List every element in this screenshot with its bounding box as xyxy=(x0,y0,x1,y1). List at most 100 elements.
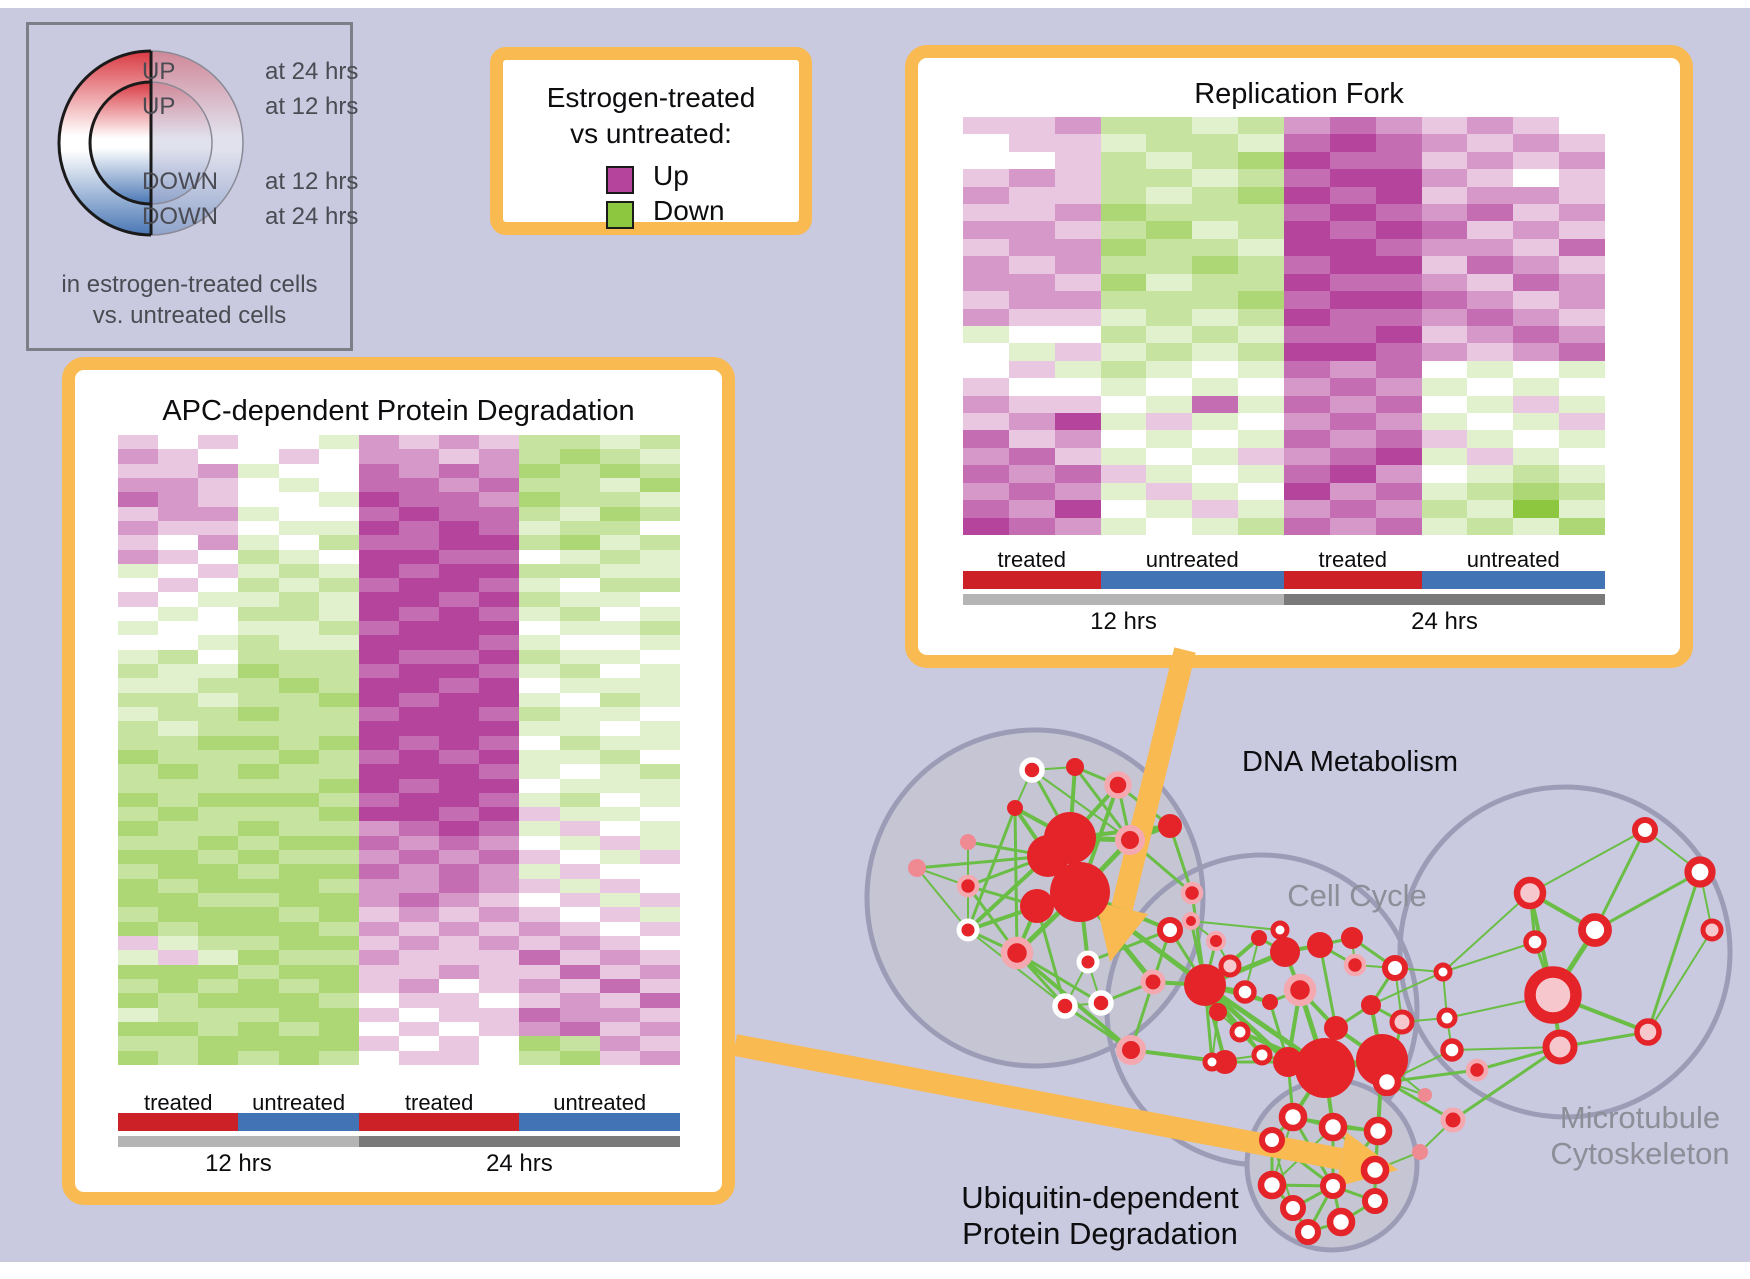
heatmap-cell xyxy=(1467,117,1514,135)
heatmap-cell xyxy=(1329,343,1376,361)
heatmap-cell xyxy=(1513,134,1560,152)
heatmap-cell xyxy=(1008,430,1055,448)
heatmap-cell xyxy=(1375,465,1422,483)
heatmap-cell xyxy=(198,721,239,736)
heatmap-cell xyxy=(1421,134,1468,152)
heatmap-cell xyxy=(318,735,359,750)
heatmap-cell xyxy=(118,535,159,550)
heatmap-cell xyxy=(1467,500,1514,518)
heatmap-cell xyxy=(519,893,560,908)
heatmap-cell xyxy=(238,678,279,693)
heatmap-cell xyxy=(1467,447,1514,466)
heatmap-cell xyxy=(278,979,319,994)
heatmap-cell xyxy=(1375,291,1422,309)
heatmap-cell xyxy=(1284,151,1330,170)
heatmap-cell xyxy=(1513,447,1560,466)
heatmap-cell xyxy=(1054,360,1101,379)
heatmap-cell xyxy=(1054,238,1101,257)
heatmap-cell xyxy=(1192,430,1239,448)
heatmap-cell xyxy=(398,535,440,550)
heatmap-cell xyxy=(559,807,600,822)
heatmap-cell xyxy=(318,921,359,937)
heatmap-cell xyxy=(358,950,399,965)
heatmap-cell xyxy=(238,964,279,980)
heatmap-cell xyxy=(599,907,640,922)
heatmap-cell xyxy=(1238,204,1284,222)
heatmap-cell xyxy=(963,151,1009,170)
heatmap-cell xyxy=(1284,360,1330,379)
heatmap-cell xyxy=(398,964,440,980)
heatmap-cell xyxy=(1284,465,1330,483)
heatmap-cell xyxy=(1559,134,1605,152)
ring-legend-caption-1: in estrogen-treated cells xyxy=(61,271,318,298)
heatmap-cell xyxy=(1513,291,1560,309)
heatmap-cell xyxy=(238,706,279,722)
heatmap-cell xyxy=(398,621,440,636)
heatmap-cell xyxy=(158,721,199,736)
heatmap-cell xyxy=(1284,500,1330,518)
heatmap-cell xyxy=(278,621,319,636)
heatmap-cell xyxy=(118,621,159,636)
heatmap-cell xyxy=(198,792,239,808)
heatmap-cell xyxy=(559,563,600,579)
heatmap-cell xyxy=(198,878,239,894)
heatmap-cell xyxy=(519,621,560,636)
heatmap-cell xyxy=(358,979,399,994)
heatmap-cell xyxy=(479,649,520,664)
heatmap-cell xyxy=(559,692,600,707)
heatmap-cell xyxy=(1054,308,1101,326)
heatmap-cell xyxy=(1146,465,1193,483)
ring-row-up12-word: UP xyxy=(142,93,176,120)
heatmap-cell xyxy=(238,621,279,636)
heatmap-cell xyxy=(238,549,279,564)
heatmap-cell xyxy=(1100,395,1147,414)
heatmap-cell xyxy=(639,921,680,937)
heatmap-cell xyxy=(1375,117,1422,135)
heatmap-cell xyxy=(358,835,399,851)
heatmap-cell xyxy=(479,921,520,937)
heatmap-cell xyxy=(599,506,640,521)
heatmap-cell xyxy=(963,238,1009,257)
heatmap-cell xyxy=(439,449,480,464)
heatmap-cell xyxy=(358,435,399,450)
heatmap-cell xyxy=(358,721,399,736)
heatmap-cell xyxy=(963,482,1009,501)
heatmap-cell xyxy=(439,749,480,765)
heatmap-cell xyxy=(1513,325,1560,344)
heatmap-cell xyxy=(318,1050,359,1065)
heatmap-cell xyxy=(198,735,239,750)
heatmap-cell xyxy=(1559,117,1605,135)
heatmap-cell xyxy=(158,563,199,579)
heatmap-cell xyxy=(398,850,440,865)
heatmap-cell xyxy=(1467,413,1514,431)
heatmap-cell xyxy=(1192,395,1239,414)
heatmap-cell xyxy=(118,635,159,650)
heatmap-cell xyxy=(1467,134,1514,152)
heatmap-cell xyxy=(1513,151,1560,170)
heatmap-cell xyxy=(439,921,480,937)
heatmap-cell xyxy=(519,520,560,536)
heatmap-cell xyxy=(198,921,239,937)
heatmap-cell xyxy=(238,778,279,793)
heatmap-cell xyxy=(559,1022,600,1037)
heatmap-cell xyxy=(479,635,520,650)
heatmap-cell xyxy=(479,950,520,965)
heatmap-cell xyxy=(1559,221,1605,239)
heatmap-cell xyxy=(358,692,399,707)
heatmap-cell xyxy=(559,921,600,937)
heatmap-cell xyxy=(1192,238,1239,257)
heatmap-cell xyxy=(158,864,199,879)
heatmap-cell xyxy=(519,936,560,951)
heatmap-cell xyxy=(559,635,600,650)
ring-row-down12-word: DOWN xyxy=(142,168,218,195)
heatmap-cell xyxy=(1054,325,1101,344)
heatmap-cell xyxy=(1008,186,1055,205)
heatmap-cell xyxy=(1559,256,1605,274)
cluster-label-cell-cycle: Cell Cycle xyxy=(1287,878,1427,913)
apc-heatmap-panel: APC-dependent Protein Degradation treate… xyxy=(62,357,735,1205)
heatmap-cell xyxy=(1421,151,1468,170)
heatmap-cell xyxy=(118,592,159,607)
heatmap-cell xyxy=(1513,343,1560,361)
heatmap-cell xyxy=(118,792,159,808)
heatmap-cell xyxy=(599,835,640,851)
